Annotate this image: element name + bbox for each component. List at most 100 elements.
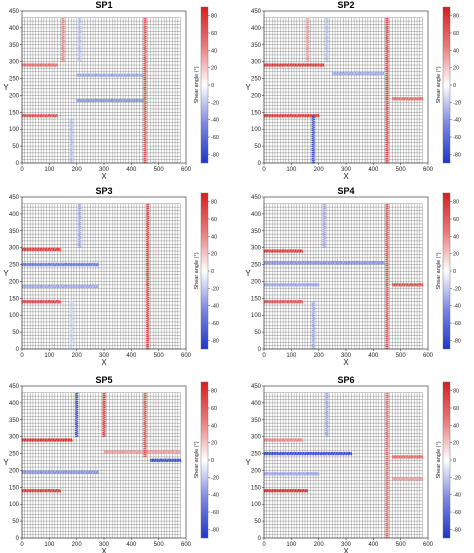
- band-mark: [337, 451, 340, 456]
- x-tick-label: 400: [368, 542, 379, 548]
- band-mark: [400, 455, 403, 459]
- band-mark: [385, 499, 389, 503]
- band-mark: [26, 113, 29, 118]
- band-mark: [265, 249, 268, 253]
- band-mark: [27, 470, 31, 474]
- band-mark: [77, 39, 82, 43]
- band-mark: [145, 329, 150, 332]
- band-mark: [269, 63, 273, 67]
- y-tick-label: 50: [12, 144, 19, 150]
- band-mark: [45, 63, 49, 67]
- y-tick-label: 250: [251, 77, 262, 83]
- band-mark: [75, 284, 78, 289]
- band-mark: [302, 451, 305, 456]
- band-mark: [287, 249, 291, 253]
- band-mark: [305, 27, 310, 30]
- band-mark: [307, 113, 310, 118]
- x-tick-label: 200: [314, 542, 325, 548]
- band-mark: [172, 450, 175, 454]
- band-mark: [143, 433, 147, 436]
- colorbar: [200, 192, 209, 350]
- x-tick-label: 200: [314, 167, 325, 173]
- band-mark: [39, 113, 42, 118]
- band-mark: [311, 335, 315, 338]
- band-mark: [289, 451, 292, 456]
- band-mark: [385, 39, 389, 43]
- band-mark: [145, 260, 150, 263]
- band-mark: [419, 477, 422, 481]
- band-mark: [385, 526, 389, 529]
- band-mark: [77, 25, 82, 28]
- band-mark: [418, 97, 421, 101]
- band-mark: [385, 209, 389, 212]
- band-mark: [339, 71, 342, 76]
- band-mark: [385, 223, 389, 226]
- band-mark: [311, 114, 315, 118]
- band-mark: [385, 402, 389, 405]
- band-mark: [340, 261, 343, 265]
- band-mark: [143, 23, 147, 26]
- band-mark: [61, 58, 65, 61]
- band-mark: [27, 63, 31, 67]
- mesh-grid: [263, 203, 423, 350]
- band-mark: [335, 261, 338, 265]
- band-mark: [393, 97, 396, 101]
- band-mark: [132, 450, 135, 454]
- band-mark: [305, 49, 310, 53]
- y-tick-label: 0: [258, 161, 262, 167]
- band-mark: [133, 73, 136, 77]
- band-mark: [385, 110, 389, 113]
- band-mark: [143, 449, 147, 452]
- band-mark: [93, 284, 96, 289]
- band-mark: [385, 337, 389, 340]
- x-tick-label: 100: [286, 542, 297, 548]
- band-mark: [385, 70, 389, 73]
- band-mark: [274, 438, 277, 442]
- band-mark: [322, 215, 326, 218]
- band-mark: [357, 71, 361, 76]
- band-mark: [301, 299, 304, 304]
- band-mark: [348, 261, 351, 265]
- band-mark: [311, 329, 315, 332]
- band-mark: [305, 47, 310, 51]
- colorbar-tick-label: 20: [211, 441, 217, 447]
- band-mark: [269, 249, 273, 253]
- band-mark: [322, 209, 326, 212]
- band-mark: [102, 416, 106, 420]
- band-mark: [145, 335, 150, 338]
- band-mark: [62, 262, 65, 267]
- band-mark: [284, 488, 287, 493]
- band-mark: [145, 264, 150, 267]
- band-mark: [77, 233, 82, 237]
- band-mark: [145, 239, 150, 243]
- band-mark: [404, 283, 408, 287]
- band-mark: [102, 398, 106, 401]
- x-tick-label: 0: [20, 167, 24, 173]
- band-mark: [69, 310, 73, 314]
- band-mark: [69, 143, 73, 146]
- band-mark: [94, 73, 97, 77]
- band-mark: [311, 153, 315, 156]
- band-mark: [314, 451, 317, 456]
- band-mark: [311, 325, 315, 328]
- band-mark: [102, 73, 105, 77]
- band-mark: [273, 472, 276, 476]
- shear-band: [21, 247, 62, 252]
- band-mark: [102, 396, 106, 399]
- band-mark: [55, 438, 58, 442]
- band-mark: [61, 51, 65, 55]
- band-mark: [403, 477, 406, 481]
- band-mark: [143, 422, 147, 426]
- x-tick-label: 200: [314, 353, 325, 359]
- band-mark: [380, 71, 383, 76]
- band-mark: [325, 402, 329, 405]
- band-mark: [385, 155, 389, 158]
- y-tick-label: 450: [9, 384, 20, 390]
- band-mark: [385, 62, 389, 65]
- band-mark: [26, 470, 29, 474]
- band-mark: [102, 408, 106, 411]
- band-mark: [143, 80, 147, 83]
- band-mark: [55, 63, 58, 67]
- band-mark: [385, 461, 389, 464]
- band-mark: [385, 534, 389, 537]
